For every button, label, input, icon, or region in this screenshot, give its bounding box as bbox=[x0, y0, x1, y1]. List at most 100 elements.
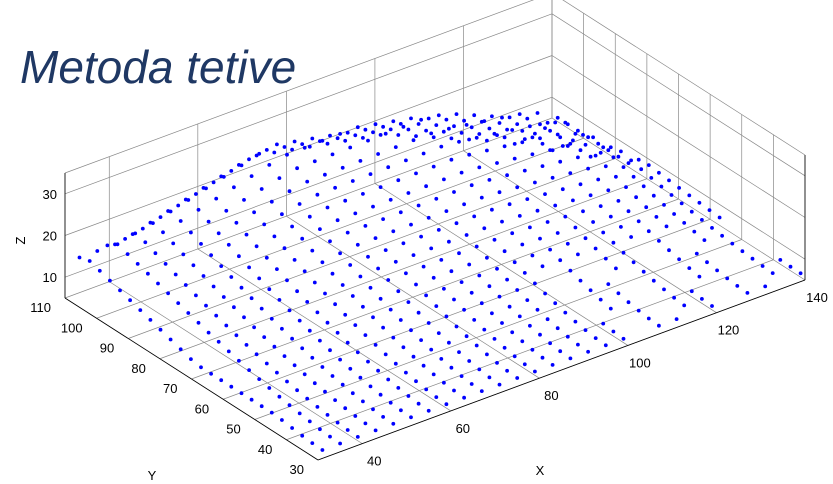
data-point bbox=[447, 126, 451, 131]
data-point bbox=[431, 164, 436, 169]
data-point bbox=[275, 370, 279, 375]
data-point bbox=[614, 266, 618, 271]
data-point bbox=[378, 133, 383, 137]
x-tick-label: 120 bbox=[718, 323, 740, 338]
data-point bbox=[485, 148, 489, 153]
data-point bbox=[297, 202, 302, 206]
data-point bbox=[482, 226, 487, 231]
data-point bbox=[158, 215, 163, 220]
grid-layer bbox=[64, 0, 806, 461]
data-point bbox=[318, 427, 322, 432]
data-point bbox=[396, 289, 401, 294]
data-point bbox=[368, 384, 373, 389]
data-point bbox=[485, 255, 489, 260]
data-point bbox=[578, 278, 583, 283]
data-point bbox=[563, 214, 568, 219]
data-point bbox=[325, 141, 330, 146]
data-point bbox=[287, 189, 292, 194]
data-point bbox=[254, 352, 259, 357]
data-point bbox=[482, 327, 487, 332]
data-point bbox=[388, 307, 393, 312]
data-point bbox=[601, 145, 606, 150]
data-point bbox=[505, 368, 509, 373]
data-point bbox=[700, 297, 704, 301]
data-point bbox=[320, 448, 325, 452]
data-point bbox=[611, 155, 616, 160]
x-tick-label: 60 bbox=[456, 421, 470, 436]
data-point bbox=[280, 418, 284, 422]
data-point bbox=[522, 168, 527, 173]
data-point bbox=[598, 297, 603, 302]
data-point bbox=[581, 133, 585, 137]
data-point bbox=[603, 164, 608, 169]
data-point bbox=[229, 275, 234, 279]
data-point bbox=[409, 116, 413, 121]
data-point bbox=[328, 434, 332, 439]
data-point bbox=[522, 137, 527, 142]
data-point bbox=[411, 138, 416, 143]
data-point bbox=[355, 125, 360, 130]
data-point bbox=[558, 135, 563, 140]
data-point bbox=[725, 276, 730, 281]
data-point bbox=[318, 227, 322, 232]
data-point bbox=[634, 195, 638, 200]
data-point bbox=[535, 111, 540, 115]
data-point bbox=[469, 382, 474, 386]
data-point bbox=[601, 230, 606, 235]
data-point bbox=[578, 182, 583, 187]
data-point bbox=[393, 259, 398, 264]
data-point bbox=[702, 238, 707, 243]
data-point bbox=[472, 113, 477, 118]
data-point bbox=[449, 365, 454, 370]
data-point bbox=[517, 314, 522, 319]
data-point bbox=[603, 256, 608, 261]
data-point bbox=[631, 174, 636, 179]
data-point bbox=[108, 278, 112, 283]
data-point bbox=[396, 133, 401, 137]
data-point bbox=[621, 250, 626, 255]
data-point bbox=[520, 140, 525, 145]
data-point bbox=[153, 251, 158, 256]
data-point bbox=[315, 405, 320, 409]
data-point bbox=[487, 178, 492, 182]
data-point bbox=[211, 180, 216, 185]
data-point bbox=[560, 187, 565, 192]
data-point bbox=[363, 127, 368, 132]
data-point bbox=[242, 315, 246, 320]
data-point bbox=[381, 325, 385, 330]
data-point bbox=[545, 120, 550, 125]
data-point bbox=[411, 354, 416, 359]
data-point bbox=[406, 127, 411, 132]
data-point bbox=[338, 441, 342, 446]
data-point bbox=[424, 128, 428, 133]
data-point bbox=[244, 343, 249, 347]
data-point bbox=[459, 280, 464, 284]
data-point bbox=[560, 144, 565, 148]
data-point bbox=[636, 219, 641, 224]
data-point bbox=[371, 315, 375, 320]
data-point bbox=[426, 321, 431, 325]
data-point bbox=[548, 341, 552, 346]
data-point bbox=[631, 260, 636, 265]
data-point bbox=[373, 428, 378, 433]
data-point bbox=[381, 124, 385, 129]
data-point bbox=[330, 152, 335, 157]
data-point bbox=[378, 185, 383, 190]
data-point bbox=[269, 410, 274, 415]
data-point bbox=[497, 294, 502, 299]
data-point bbox=[267, 386, 272, 390]
data-point bbox=[421, 151, 426, 156]
data-point bbox=[530, 152, 535, 157]
data-point bbox=[591, 135, 595, 140]
data-point bbox=[123, 237, 127, 241]
data-point bbox=[87, 259, 92, 263]
data-point bbox=[528, 225, 532, 230]
data-point bbox=[350, 294, 355, 298]
data-point bbox=[750, 256, 755, 261]
data-point bbox=[345, 428, 350, 432]
data-point bbox=[555, 326, 560, 331]
data-point bbox=[320, 260, 325, 265]
data-point bbox=[300, 142, 305, 147]
y-tick-label: 40 bbox=[258, 442, 272, 457]
